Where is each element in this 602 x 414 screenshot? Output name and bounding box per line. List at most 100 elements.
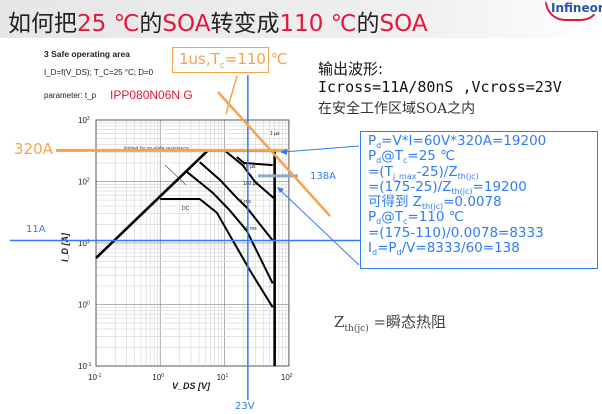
slide-title: 如何把25 ℃的SOA转变成110 ℃的SOA — [8, 4, 428, 38]
datasheet-section-title: 3 Safe operating area — [44, 49, 130, 59]
output-heading: 输出波形: — [318, 60, 384, 78]
label-23v: 23V — [235, 401, 255, 412]
calc-line: Pd=V*I=60V*320A=19200 — [368, 133, 597, 150]
tc-suffix: =110 ℃ — [224, 50, 288, 68]
calc-line: Pd@Tc=110 ℃ — [368, 209, 597, 227]
title-part: 110 ℃ — [279, 11, 357, 37]
label-11a: 11A — [26, 224, 46, 235]
calc-text: @T — [381, 148, 403, 165]
zth-note: Zth(jc) =瞬态热阻 — [334, 311, 446, 334]
calc-text: =25 ℃ — [407, 148, 456, 165]
y-tick-label: 100 — [78, 301, 90, 310]
tc-box-pointer — [225, 75, 238, 115]
label-138a: 138A — [310, 171, 336, 182]
title-part: 的 — [356, 11, 380, 37]
calc-text: =(175-25)/Z — [368, 178, 452, 195]
calc-text: P — [368, 209, 377, 226]
y-tick-label: 101 — [78, 239, 90, 248]
calc-line: Id=Pd/V=8333/60=138 — [368, 240, 597, 258]
calc-subscript: d — [376, 156, 382, 166]
title-part: 转变成 — [210, 11, 280, 37]
x-tick-label: 100 — [152, 373, 164, 382]
calc-subscript: c — [402, 156, 408, 166]
tc-condition-box: 1us,Tc=110 ℃ — [172, 47, 288, 73]
curve-label: 10 µs — [243, 164, 256, 170]
calc-subscript: th(jc) — [451, 186, 473, 196]
curve-label: 10 ms — [243, 226, 257, 232]
y-axis-label: I_D [A] — [60, 232, 70, 262]
curve-label: DC — [182, 206, 190, 212]
arrow-head-icon — [277, 187, 284, 193]
calc-subscript: d — [396, 248, 402, 258]
arrow-head-icon — [280, 149, 287, 155]
output-cross: Icross=11A/80nS ,Vcross=23V — [318, 78, 562, 96]
calc-text: @T — [381, 209, 403, 226]
title-part: 如何把 — [8, 11, 77, 37]
curve-label: 100 µs — [243, 181, 259, 187]
zth-text: =瞬态热阻 — [368, 313, 447, 331]
calc-text: =110 ℃ — [407, 209, 464, 226]
calc-subscript: d — [376, 217, 382, 227]
x-tick-label: 102 — [281, 373, 293, 382]
plot-frame — [95, 119, 290, 367]
calc-subscript: th(jc) — [457, 171, 479, 181]
calc-text: 可得到 Z — [368, 194, 423, 211]
calc-line: =(Tj_max-25)/Zth(jc) — [368, 163, 597, 181]
calc-line: 可得到 Zth(jc)=0.0078 — [368, 194, 597, 212]
label-320a: 320A — [14, 140, 53, 158]
derating-line-110c — [217, 91, 331, 217]
calc-subscript: d — [371, 248, 378, 258]
calc-subscript: th(jc) — [422, 202, 444, 212]
x-tick-label: 10-1 — [88, 373, 102, 382]
calc-text: =(175-110)/0.0078=8333 — [368, 224, 544, 241]
calc-text: I — [368, 240, 372, 257]
datasheet-condition: I_D=f(V_DS); T_C=25 °C; D=0 — [44, 68, 154, 77]
title-part: 25 ℃ — [77, 11, 140, 37]
calc-text: /V=8333/60=138 — [401, 240, 520, 257]
calc-line: =(175-110)/0.0078=8333 — [368, 224, 597, 241]
title-bar — [0, 0, 602, 38]
tc-prefix: 1us,T — [179, 50, 220, 68]
y-tick-label: 103 — [78, 116, 90, 125]
arrow-320a — [282, 145, 360, 153]
zth-main: Z — [334, 313, 345, 331]
part-number: IPP080N06N G — [110, 88, 193, 102]
title-part: SOA — [162, 11, 211, 37]
output-note: 在安全工作区域SOA之内 — [318, 101, 476, 117]
soa-curve-100s — [223, 149, 275, 199]
limit-label-pointer — [164, 164, 187, 186]
logo-text: Infineon — [551, 1, 602, 15]
calc-text: P — [368, 148, 377, 165]
x-tick-label: 101 — [217, 373, 229, 382]
calc-text: =V*I=60V*320A=19200 — [381, 133, 547, 149]
tc-sub: c — [219, 61, 225, 71]
soa-curve-10ms — [186, 171, 274, 284]
calculation-box: Pd=V*I=60V*320A=19200 Pd@Tc=25 ℃ =(Tj_max-… — [360, 131, 598, 269]
calc-text: =0.0078 — [443, 194, 502, 211]
calc-subscript: j_max — [392, 171, 417, 181]
title-part: 的 — [139, 11, 163, 37]
y-tick-label: 102 — [78, 178, 90, 187]
calc-subscript: c — [402, 217, 408, 227]
curve-label: 1 µs — [270, 131, 280, 137]
arrow-138a — [279, 189, 360, 266]
calc-text: P — [368, 133, 377, 149]
infineon-logo: Infineon — [545, 1, 602, 23]
soa-curve-10s — [236, 156, 273, 167]
title-part: SOA — [379, 11, 428, 37]
datasheet-parameter: parameter: t_p — [44, 91, 97, 100]
calc-line: Pd@Tc=25 ℃ — [368, 148, 597, 166]
calc-text: =(T — [368, 163, 393, 180]
calc-text: -25)/Z — [416, 163, 458, 180]
soa-curve-DC — [160, 197, 274, 308]
x-axis-label: V_DS [V] — [172, 381, 211, 391]
calc-text: =19200 — [472, 178, 527, 195]
calc-text: =P — [377, 240, 397, 257]
y-tick-label: 10-1 — [78, 362, 92, 371]
soa-curve-1ms — [199, 161, 274, 242]
zth-sub: th(jc) — [344, 324, 369, 334]
calc-subscript: d — [376, 141, 382, 150]
curve-label: 1 ms — [240, 199, 251, 205]
calc-line: =(175-25)/Zth(jc)=19200 — [368, 178, 597, 196]
